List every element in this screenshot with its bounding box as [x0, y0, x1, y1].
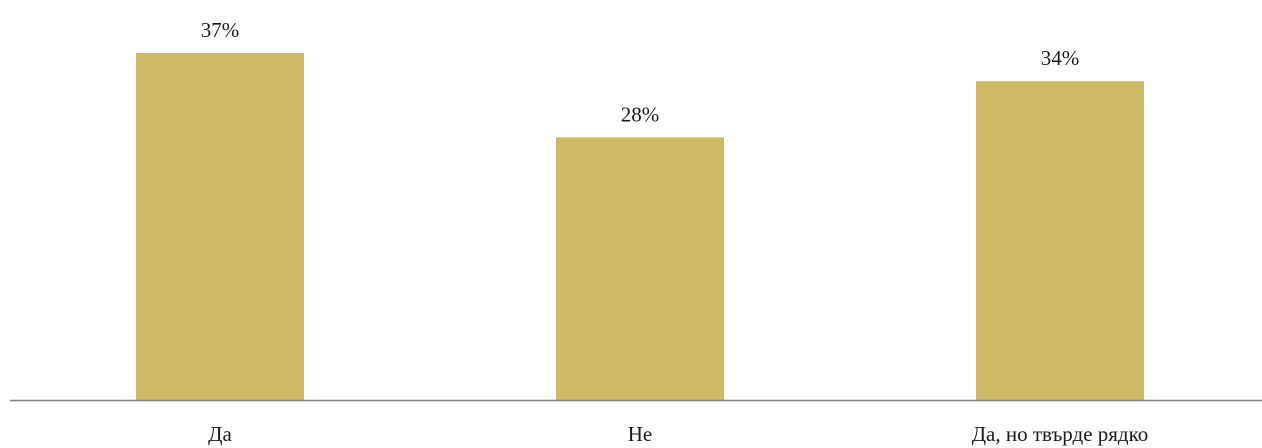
value-label-1: 37%: [201, 18, 240, 42]
bar-2: [556, 137, 724, 401]
bars-group: [136, 53, 1144, 401]
value-label-2: 28%: [621, 102, 660, 126]
value-labels-group: 37% 28% 34%: [201, 18, 1080, 126]
value-label-3: 34%: [1041, 46, 1080, 70]
category-label-3: Да, но твърде рядко: [972, 422, 1149, 446]
category-label-2: Не: [628, 422, 653, 446]
bar-1: [136, 53, 304, 400]
category-labels-group: Да Не Да, но твърде рядко: [208, 422, 1148, 446]
bar-3: [976, 81, 1144, 400]
category-label-1: Да: [208, 422, 232, 446]
